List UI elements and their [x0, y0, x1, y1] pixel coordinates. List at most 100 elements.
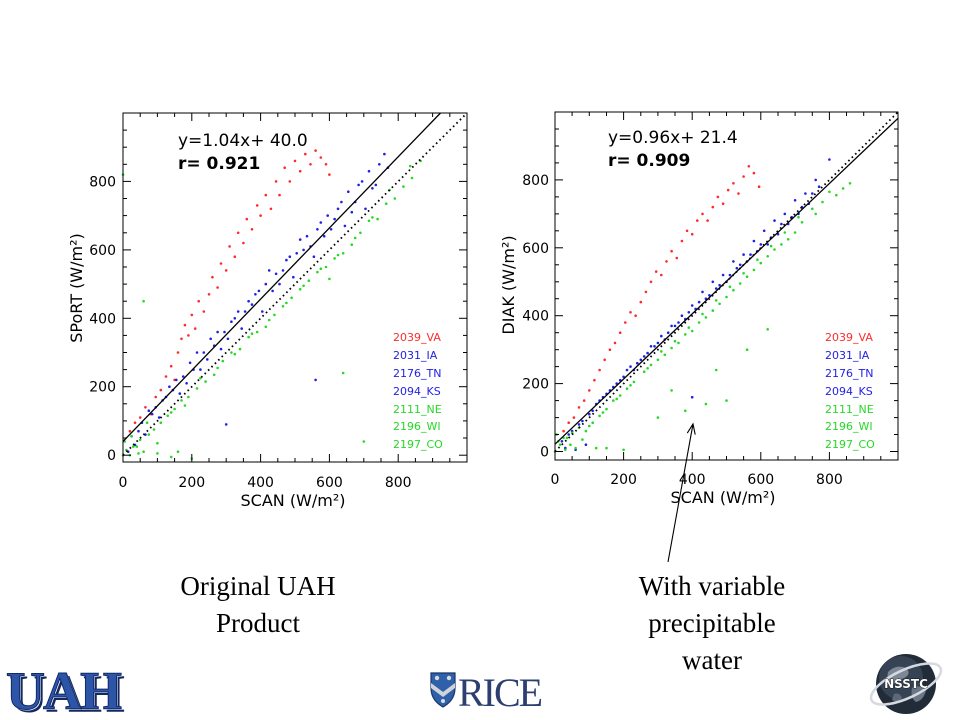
data-point-2039_VA	[219, 262, 223, 265]
data-point-2176_TN	[374, 183, 378, 187]
legend: 2039_VA 2031_IA 2176_TN 2094_KS 2111_NE …	[825, 331, 875, 451]
data-point-2039_VA	[211, 275, 214, 279]
data-point-2031_IA	[357, 183, 360, 187]
data-point-2031_IA	[316, 228, 319, 231]
data-point-2196_WI	[362, 440, 366, 443]
data-point-2196_WI	[169, 455, 173, 459]
data-point-2094_KS	[298, 238, 302, 241]
data-point-2111_NE	[376, 217, 379, 221]
legend-entry: 2196_WI	[825, 420, 873, 433]
data-point-2176_TN	[708, 294, 711, 297]
data-point-2039_VA	[629, 311, 632, 314]
data-point-2031_IA	[233, 317, 237, 320]
data-point-2176_TN	[281, 269, 285, 272]
data-point-2039_VA	[624, 321, 627, 324]
data-point-2031_IA	[285, 258, 288, 262]
data-point-2111_NE	[341, 252, 345, 255]
x-axis-label: SCAN (W/m²)	[240, 491, 345, 510]
uah-logo: UAH	[6, 661, 123, 720]
data-point-2039_VA	[242, 241, 245, 245]
data-point-2039_VA	[654, 270, 658, 273]
x-tick-label: 200	[610, 472, 637, 488]
data-point-2197_CO	[629, 384, 632, 387]
data-point-2176_TN	[646, 351, 649, 355]
data-point-2111_NE	[752, 268, 756, 272]
data-point-2176_TN	[137, 429, 140, 433]
data-point-2111_NE	[132, 445, 135, 448]
legend-entry: 2176_TN	[393, 367, 441, 380]
data-point-2094_KS	[144, 433, 147, 436]
data-point-2176_TN	[147, 409, 151, 413]
legend-entry: 2197_CO	[825, 438, 875, 451]
data-point-2094_KS	[278, 282, 281, 286]
data-point-2196_WI	[135, 445, 139, 448]
data-point-2039_VA	[732, 182, 735, 185]
data-point-2039_VA	[159, 388, 163, 392]
data-point-2197_CO	[569, 443, 572, 447]
data-point-2196_WI	[718, 302, 721, 306]
data-point-2197_CO	[594, 446, 598, 450]
data-point-2031_IA	[581, 419, 584, 423]
data-point-2176_TN	[364, 207, 367, 211]
data-point-2039_VA	[649, 280, 653, 284]
data-point-2094_KS	[360, 180, 364, 183]
one-to-one-reference-line	[554, 111, 899, 453]
data-point-2197_CO	[319, 267, 323, 271]
legend-entry: 2031_IA	[825, 349, 870, 362]
data-point-2039_VA	[202, 310, 206, 313]
data-point-2039_VA	[309, 163, 312, 166]
data-point-2031_IA	[295, 252, 299, 255]
x-tick-label: 400	[679, 472, 706, 488]
data-point-2094_KS	[567, 433, 570, 436]
data-point-2176_TN	[157, 416, 161, 419]
regression-equation: y=0.96x+ 21.4	[608, 128, 738, 148]
data-point-2176_TN	[584, 443, 588, 447]
data-point-2039_VA	[639, 300, 643, 304]
data-point-2094_KS	[577, 423, 581, 426]
data-point-2196_WI	[605, 446, 608, 450]
data-point-2031_IA	[817, 185, 821, 188]
data-point-2176_TN	[749, 253, 752, 256]
data-point-2196_WI	[384, 202, 388, 205]
x-tick-label: 200	[178, 475, 205, 491]
legend-entry: 2031_IA	[393, 349, 438, 362]
data-point-2111_NE	[625, 387, 629, 391]
data-point-2031_IA	[336, 207, 340, 211]
axis-ticks: 0 200 400 600 800 0 200 400 600 800	[522, 111, 899, 488]
caption-line: precipitable	[648, 608, 776, 638]
data-point-2111_NE	[173, 407, 176, 411]
data-point-2039_VA	[304, 152, 307, 156]
data-point-2039_VA	[245, 217, 249, 221]
data-point-2111_NE	[725, 295, 728, 299]
data-point-2111_NE	[584, 429, 588, 433]
y-tick-label: 0	[540, 445, 549, 461]
data-point-2196_WI	[230, 351, 233, 354]
data-point-2196_WI	[704, 316, 708, 319]
data-point-2094_KS	[783, 212, 787, 216]
data-point-2039_VA	[324, 163, 328, 166]
data-point-2111_NE	[697, 321, 701, 324]
data-point-2176_TN	[636, 361, 639, 365]
data-point-2031_IA	[714, 287, 718, 290]
data-point-2111_NE	[221, 359, 225, 363]
data-point-2039_VA	[138, 416, 142, 419]
data-point-2094_KS	[711, 280, 715, 284]
data-point-2039_VA	[144, 406, 147, 409]
data-point-2039_VA	[598, 368, 601, 372]
data-point-2197_CO	[336, 253, 340, 257]
data-point-2094_KS	[340, 200, 343, 204]
data-point-2196_WI	[618, 394, 622, 397]
data-point-2176_TN	[199, 368, 202, 371]
data-point-2039_VA	[588, 389, 591, 392]
data-point-2039_VA	[711, 205, 715, 209]
data-point-2094_KS	[762, 229, 766, 233]
x-axis-label: SCAN (W/m²)	[670, 488, 775, 507]
data-point-2031_IA	[181, 375, 185, 378]
legend-entry: 2176_TN	[825, 367, 873, 380]
data-point-2197_CO	[353, 236, 357, 240]
data-point-2039_VA	[757, 185, 761, 188]
data-point-2039_VA	[197, 299, 200, 303]
legend-entry: 2039_VA	[825, 331, 873, 344]
data-point-2197_CO	[687, 326, 691, 329]
data-point-2111_NE	[393, 197, 397, 200]
